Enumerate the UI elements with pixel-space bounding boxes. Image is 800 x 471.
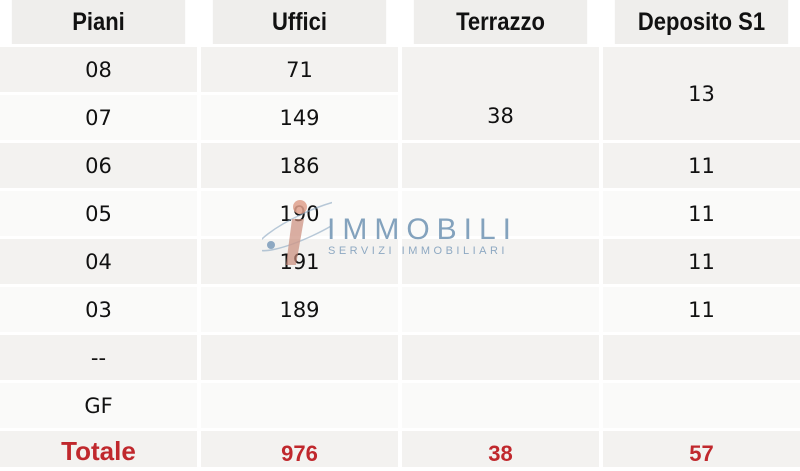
cell-terrazzo <box>402 383 599 428</box>
header-deposito: Deposito S1 <box>614 0 789 44</box>
cell-terrazzo: 38 <box>402 47 599 140</box>
header-uffici: Uffici <box>212 0 387 44</box>
header-terrazzo: Terrazzo <box>413 0 588 44</box>
header-row: Piani Uffici Terrazzo Deposito S1 <box>0 0 800 44</box>
cell-uffici: 186 <box>201 143 398 188</box>
cell-piano: GF <box>0 383 197 428</box>
cell-terrazzo <box>402 239 599 284</box>
cell-uffici: 190 <box>201 191 398 236</box>
cell-uffici <box>201 383 398 428</box>
table-row: GF <box>0 383 800 428</box>
cell-piano: 05 <box>0 191 197 236</box>
table-row: 05 190 11 <box>0 191 800 236</box>
cell-uffici <box>201 335 398 380</box>
total-terrazzo: 38 <box>402 431 599 467</box>
table-row: 06 186 11 <box>0 143 800 188</box>
cell-uffici: 71 <box>201 47 398 92</box>
table-row: 07 149 <box>0 95 800 140</box>
table-row: 04 191 11 <box>0 239 800 284</box>
cell-terrazzo <box>402 191 599 236</box>
cell-deposito: 11 <box>603 143 800 188</box>
cell-terrazzo <box>402 335 599 380</box>
totals-label: Totale <box>0 431 197 467</box>
table-row: 03 189 11 <box>0 287 800 332</box>
cell-deposito: 11 <box>603 287 800 332</box>
cell-terrazzo <box>402 287 599 332</box>
totals-row: Totale 976 38 57 <box>0 431 800 467</box>
cell-deposito: 11 <box>603 239 800 284</box>
total-deposito: 57 <box>603 431 800 467</box>
cell-uffici: 189 <box>201 287 398 332</box>
table-row: -- <box>0 335 800 380</box>
cell-deposito <box>603 335 800 380</box>
cell-piano: 03 <box>0 287 197 332</box>
cell-deposito <box>603 383 800 428</box>
cell-uffici: 149 <box>201 95 398 140</box>
cell-piano: -- <box>0 335 197 380</box>
header-piani: Piani <box>11 0 186 44</box>
cell-uffici: 191 <box>201 239 398 284</box>
total-uffici: 976 <box>201 431 398 467</box>
cell-piano: 07 <box>0 95 197 140</box>
table-row: 08 71 38 13 <box>0 47 800 140</box>
cell-terrazzo <box>402 143 599 188</box>
cell-piano: 06 <box>0 143 197 188</box>
cell-deposito: 11 <box>603 191 800 236</box>
cell-piano: 04 <box>0 239 197 284</box>
cell-deposito: 13 <box>603 47 800 140</box>
cell-piano: 08 <box>0 47 197 92</box>
